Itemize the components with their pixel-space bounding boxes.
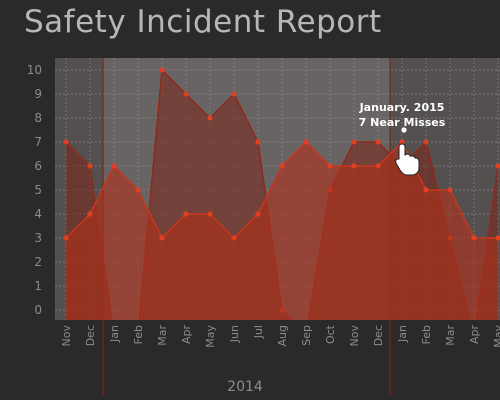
data-point[interactable] xyxy=(255,211,261,217)
data-point[interactable] xyxy=(423,139,429,145)
x-tick-label: Feb xyxy=(420,325,433,344)
data-point[interactable] xyxy=(183,91,189,97)
y-tick-label: 5 xyxy=(34,183,42,197)
data-point[interactable] xyxy=(471,235,477,241)
data-point[interactable] xyxy=(87,163,93,169)
tooltip: January. 2015 7 Near Misses xyxy=(359,101,446,133)
data-point[interactable] xyxy=(255,139,261,145)
data-point[interactable] xyxy=(207,211,213,217)
x-axis: Nov Dec Jan Feb Mar Apr May Jun Jul Aug Sep Oct Nov D… xyxy=(60,324,500,347)
data-point[interactable] xyxy=(351,163,357,169)
data-point[interactable] xyxy=(159,235,165,241)
y-tick-label: 1 xyxy=(34,279,42,293)
x-tick-label: Mar xyxy=(156,325,169,346)
x-tick-label: Dec xyxy=(84,325,97,346)
y-tick-label: 0 xyxy=(34,303,42,317)
data-point[interactable] xyxy=(159,67,165,73)
data-point[interactable] xyxy=(495,163,500,169)
y-tick-label: 9 xyxy=(34,87,42,101)
data-point[interactable] xyxy=(135,187,141,193)
y-tick-label: 6 xyxy=(34,159,42,173)
data-point[interactable] xyxy=(63,139,69,145)
data-point[interactable] xyxy=(231,235,237,241)
chart-title: Safety Incident Report xyxy=(24,4,382,40)
series-layer xyxy=(63,67,500,320)
y-tick-label: 2 xyxy=(34,255,42,269)
x-tick-label: Mar xyxy=(444,325,457,346)
x-tick-label: Oct xyxy=(324,324,337,344)
x-tick-label: Apr xyxy=(180,325,193,345)
x-tick-label: Jul xyxy=(252,325,265,339)
y-tick-label: 4 xyxy=(34,207,42,221)
y-tick-label: 8 xyxy=(34,111,42,125)
y-tick-label: 3 xyxy=(34,231,42,245)
x-tick-label: Jan xyxy=(396,325,409,343)
data-point[interactable] xyxy=(375,139,381,145)
highlighted-point[interactable] xyxy=(401,127,407,133)
x-tick-label: Aug xyxy=(276,325,289,346)
y-tick-label: 10 xyxy=(27,63,42,77)
x-tick-label: Nov xyxy=(348,325,361,347)
data-point[interactable] xyxy=(495,235,500,241)
data-point[interactable] xyxy=(447,187,453,193)
data-point[interactable] xyxy=(231,91,237,97)
data-point[interactable] xyxy=(375,163,381,169)
tooltip-line-2: 7 Near Misses xyxy=(359,116,446,129)
x-tick-label: Jun xyxy=(228,325,241,343)
data-point[interactable] xyxy=(111,163,117,169)
x-tick-label: Dec xyxy=(372,325,385,346)
data-point[interactable] xyxy=(399,139,405,145)
data-point[interactable] xyxy=(423,187,429,193)
tooltip-line-1: January. 2015 xyxy=(359,101,445,114)
y-axis: 0 1 2 3 4 5 6 7 8 9 10 xyxy=(27,63,42,317)
x-tick-label: May xyxy=(204,325,217,348)
y-tick-label: 7 xyxy=(34,135,42,149)
data-point[interactable] xyxy=(87,211,93,217)
data-point[interactable] xyxy=(351,139,357,145)
data-point[interactable] xyxy=(327,163,333,169)
x-tick-label: May xyxy=(492,325,500,348)
data-point[interactable] xyxy=(279,163,285,169)
x-tick-label: Feb xyxy=(132,325,145,344)
x-tick-label: Apr xyxy=(468,325,481,345)
data-point[interactable] xyxy=(303,139,309,145)
x-tick-label: Nov xyxy=(60,325,73,347)
data-point[interactable] xyxy=(183,211,189,217)
data-point[interactable] xyxy=(63,235,69,241)
x-tick-label: Jan xyxy=(108,325,121,343)
year-label: 2014 xyxy=(227,379,263,395)
x-tick-label: Sep xyxy=(300,325,313,346)
series-1-area xyxy=(66,142,498,320)
hand-pointer-icon xyxy=(395,143,420,176)
data-point[interactable] xyxy=(207,115,213,121)
